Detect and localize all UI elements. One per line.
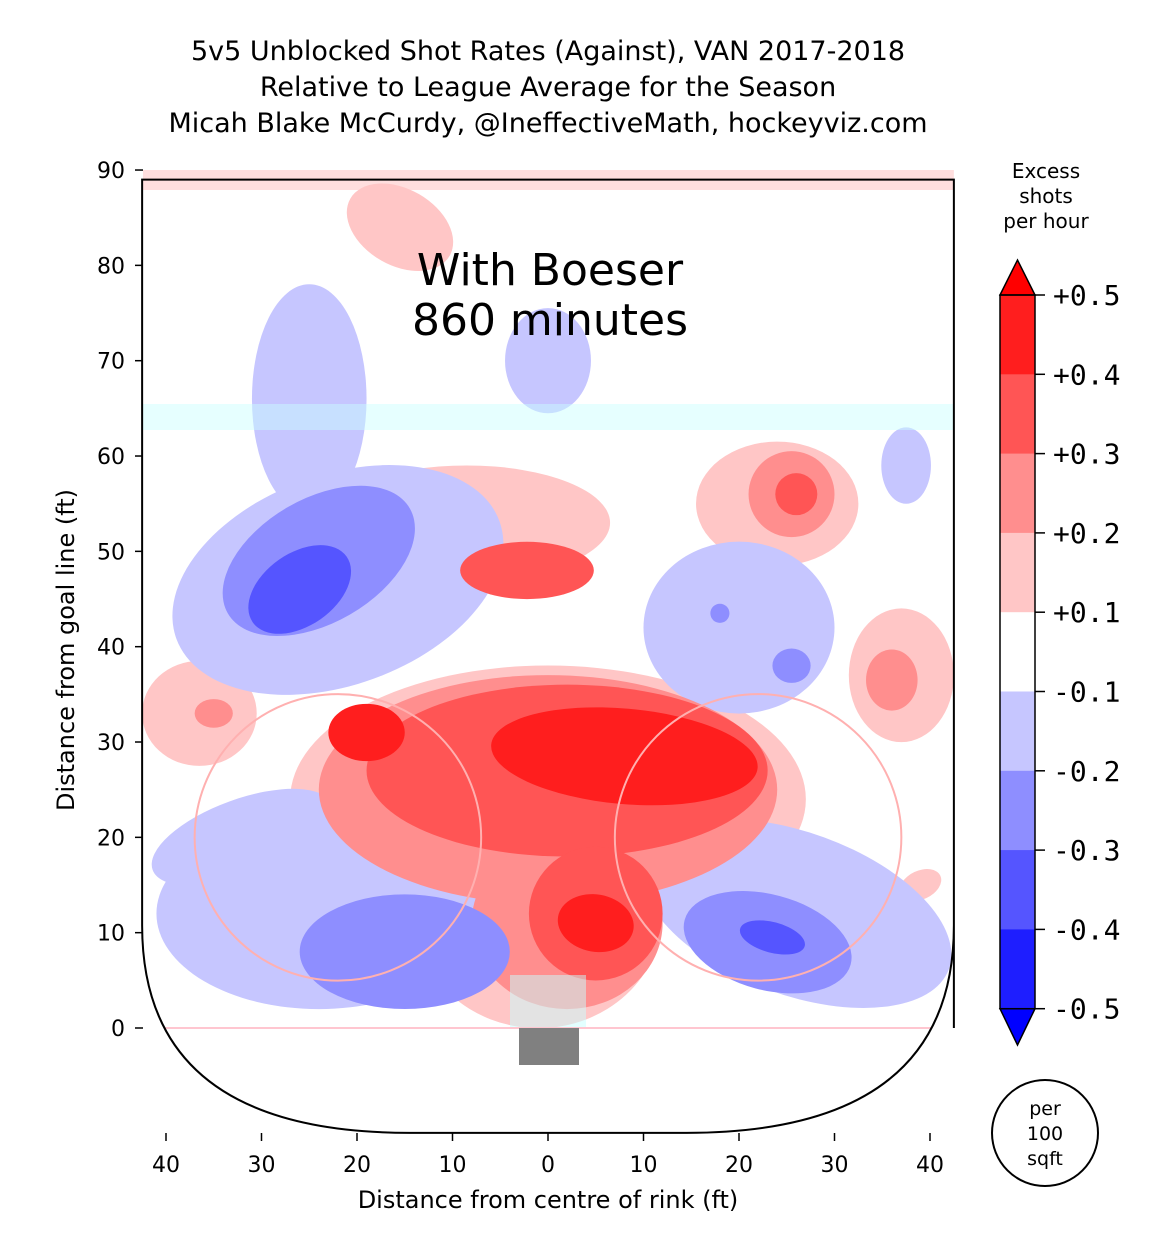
y-tick-label: 90 — [97, 159, 125, 184]
excess-shots-region — [194, 699, 233, 728]
unit-badge-line-1: per — [1029, 1098, 1061, 1120]
blue-line — [143, 404, 954, 430]
y-tick-label: 10 — [97, 922, 125, 947]
axes: 0 10 20 30 40 50 60 70 80 90 40 30 20 10 0 10 20 30 40 — [97, 159, 944, 1178]
shot-deficit-region — [505, 308, 591, 414]
shot-deficit-region — [739, 920, 805, 955]
colorbar-title-3: per hour — [1003, 209, 1089, 233]
colorbar-band — [1000, 691, 1035, 772]
unit-badge-line-3: sqft — [1027, 1148, 1063, 1170]
chart-title: 5v5 Unblocked Shot Rates (Against), VAN … — [168, 36, 927, 139]
shot-deficit-region — [643, 541, 835, 714]
x-tick-label: 0 — [541, 1153, 555, 1178]
excess-shots-region — [557, 894, 634, 953]
x-tick-label: 10 — [439, 1153, 467, 1178]
colorbar-band — [1000, 929, 1035, 1010]
excess-shots-region — [460, 541, 594, 600]
x-tick-label: 40 — [916, 1153, 944, 1178]
shot-deficit-region — [881, 427, 931, 504]
colorbar-tick-label: +0.3 — [1053, 438, 1120, 471]
goal-crease — [510, 975, 586, 1028]
colorbar-tick-label: -0.5 — [1053, 993, 1120, 1026]
colorbar-tick-label: +0.5 — [1053, 279, 1120, 312]
annotation-line-1: With Boeser — [417, 245, 684, 296]
x-tick-label: 20 — [725, 1153, 753, 1178]
x-tick-label: 30 — [821, 1153, 849, 1178]
colorbar-title-1: Excess — [1012, 159, 1080, 183]
colorbar-band — [1000, 850, 1035, 930]
colorbar-band — [1000, 770, 1035, 851]
colorbar-tick-label: +0.2 — [1053, 517, 1120, 550]
x-tick-label: 20 — [343, 1153, 371, 1178]
colorbar-title-2: shots — [1019, 184, 1073, 208]
faceoff-circles — [193, 693, 903, 982]
y-tick-label: 30 — [97, 731, 125, 756]
colorbar-tick-label: -0.1 — [1053, 676, 1120, 709]
y-axis-label: Distance from goal line (ft) — [52, 489, 80, 811]
colorbar-band — [1000, 453, 1035, 534]
shot-deficit-region — [299, 894, 510, 1010]
shot-deficit-region — [248, 545, 352, 634]
colorbar-band — [1000, 374, 1035, 455]
colorbar-extend-low — [998, 1007, 1037, 1047]
shot-deficit-region — [772, 648, 811, 683]
shot-deficit-region — [710, 603, 730, 623]
title-line-2: Relative to League Average for the Seaso… — [260, 72, 836, 103]
y-tick-label: 70 — [97, 350, 125, 375]
faceoff-circle — [193, 693, 483, 982]
faceoff-circle — [613, 693, 903, 982]
annotation: With Boeser 860 minutes — [412, 245, 688, 346]
colorbar-title: Excess shots per hour — [1003, 159, 1089, 233]
x-axis-label: Distance from centre of rink (ft) — [358, 1186, 739, 1214]
y-tick-label: 60 — [97, 445, 125, 470]
colorbar-frame — [999, 294, 1036, 1010]
x-tick-label: 30 — [248, 1153, 276, 1178]
plot-area — [142, 170, 954, 1029]
colorbar-tick-label: -0.3 — [1053, 834, 1120, 867]
excess-shots-region — [491, 707, 758, 806]
colorbar-band — [1000, 612, 1035, 692]
annotation-line-2: 860 minutes — [412, 295, 688, 346]
colorbar-tick-label: +0.1 — [1053, 596, 1120, 629]
goal-net — [519, 1028, 579, 1065]
colorbar-tick-label: -0.4 — [1053, 913, 1120, 946]
title-line-1: 5v5 Unblocked Shot Rates (Against), VAN … — [191, 36, 905, 67]
unit-badge-line-2: 100 — [1027, 1123, 1063, 1145]
contour-regions — [142, 183, 954, 1029]
colorbar-extend-high — [998, 258, 1037, 296]
colorbar: +0.5 +0.4 +0.3 +0.2 +0.1 -0.1 -0.2 -0.3 -0.4 -0.5 — [998, 258, 1120, 1047]
unit-badge-circle — [991, 1079, 1099, 1187]
y-tick-label: 0 — [111, 1017, 125, 1042]
x-tick-label: 10 — [630, 1153, 658, 1178]
y-tick-label: 40 — [97, 636, 125, 661]
title-line-3: Micah Blake McCurdy, @IneffectiveMath, h… — [168, 108, 927, 139]
colorbar-band — [1000, 295, 1035, 375]
excess-shots-region — [866, 649, 918, 711]
colorbar-tick-label: +0.4 — [1053, 358, 1120, 391]
x-tick-label: 40 — [152, 1153, 180, 1178]
colorbar-band — [1000, 532, 1035, 613]
y-tick-label: 50 — [97, 540, 125, 565]
shot-deficit-region — [251, 284, 367, 514]
excess-shots-region — [328, 703, 405, 762]
y-tick-label: 80 — [97, 254, 125, 279]
rink-outline — [141, 178, 955, 1134]
unit-badge: per 100 sqft — [991, 1079, 1099, 1187]
excess-shots-region — [775, 473, 818, 516]
excess-shots-region — [346, 183, 454, 271]
y-tick-label: 20 — [97, 826, 125, 851]
colorbar-tick-label: -0.2 — [1053, 755, 1120, 788]
